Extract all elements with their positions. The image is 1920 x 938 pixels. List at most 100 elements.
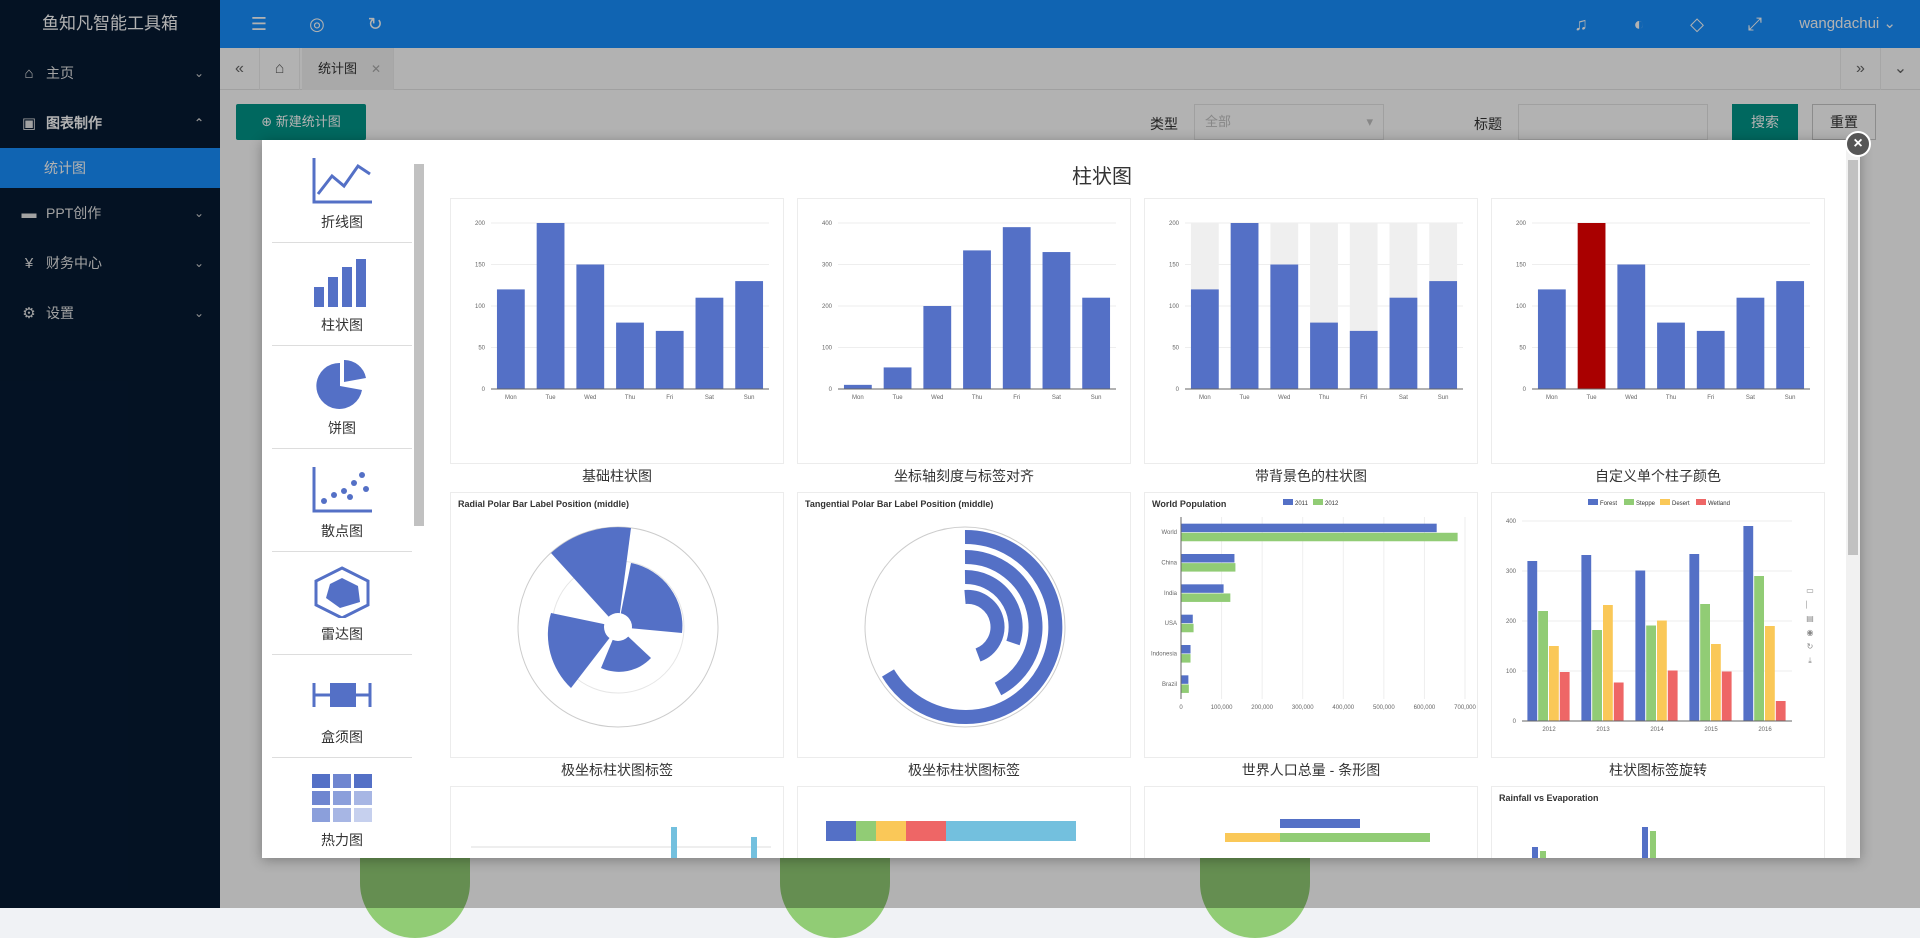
x-tick-label: 500,000 — [1373, 705, 1395, 711]
bar — [1696, 330, 1725, 389]
bar — [1181, 523, 1437, 533]
toolbox-icon: ⎸ — [1805, 600, 1814, 609]
toolbox-icon: ⤓ — [1808, 656, 1812, 665]
bell-icon[interactable]: ♫ — [1574, 14, 1588, 34]
tab-statistics[interactable]: 统计图 ✕ — [302, 48, 395, 90]
chart-type-label: 柱状图 — [321, 317, 363, 333]
plus-circle-icon: ⊕ — [261, 114, 273, 129]
bar — [1181, 623, 1194, 633]
chart-type-radar[interactable]: 雷达图 — [272, 552, 412, 655]
chart-card-radial-polar[interactable]: Radial Polar Bar Label Position (middle) — [450, 492, 784, 758]
chevron-down-icon: ⌄ — [193, 66, 204, 80]
chart-type-pie[interactable]: 饼图 — [272, 346, 412, 449]
toolbox-icon: ↻ — [1807, 642, 1814, 651]
chart-card-negative-bar[interactable] — [1144, 786, 1478, 858]
sidebar-item-ppt[interactable]: ▬ PPT创作 ⌄ — [0, 188, 220, 238]
scrollbar-thumb[interactable] — [1848, 160, 1858, 555]
close-tab-icon[interactable]: ✕ — [371, 62, 382, 76]
bar — [1181, 645, 1191, 654]
chart-type-list: 折线图 柱状图 饼图 散点图 雷达图 盒须图 热力图 — [272, 140, 412, 858]
type-select[interactable]: 全部 ▾ — [1194, 104, 1384, 140]
sidebar: 鱼知凡智能工具箱 ⌂ 主页 ⌄ ▣ 图表制作 ⌃ 统计图 ▬ PPT创作 ⌄ ¥ 财务中心 ⌄ … — [0, 0, 220, 908]
chevron-up-icon: ⌃ — [193, 116, 204, 130]
tabs-scroll-right-icon[interactable]: » — [1840, 48, 1880, 90]
chart-card-stacked-line[interactable] — [450, 786, 784, 858]
type-list-scrollbar[interactable] — [414, 154, 424, 574]
bar-chart-icon — [314, 259, 366, 307]
refresh-icon[interactable]: ↻ — [367, 14, 383, 34]
x-tick-label: Tue — [1240, 395, 1251, 401]
bar — [1592, 630, 1602, 721]
tag-icon[interactable]: ◇ — [1690, 14, 1704, 34]
sidebar-item-finance[interactable]: ¥ 财务中心 ⌄ — [0, 238, 220, 288]
home-tab-icon[interactable]: ⌂ — [260, 48, 300, 90]
x-tick-label: Sun — [1438, 395, 1449, 401]
tabs-menu-icon[interactable]: ⌄ — [1880, 48, 1920, 90]
rainfall-evaporation-preview: Rainfall vs Evaporation — [1499, 793, 1656, 858]
y-tick-label: India — [1164, 591, 1178, 597]
chart-card-basic-bar[interactable]: 0 50 100 150 200 Mon Tue Wed Thu Fri Sat Sun — [450, 198, 784, 464]
chart-card-custom-color[interactable]: 0 50 100 150 200 Mon Tue Wed Thu Fri Sat Sun — [1491, 198, 1825, 464]
bar — [883, 367, 912, 389]
x-tick-label: 2016 — [1758, 727, 1772, 733]
scrollbar-thumb[interactable] — [414, 164, 424, 526]
legend-swatch — [1696, 499, 1706, 505]
bar — [1721, 671, 1732, 721]
chart-type-scatter[interactable]: 散点图 — [272, 449, 412, 552]
world-population-bar-chart: World Population 0 100,000 200,000 300,000 40… — [1151, 499, 1477, 711]
sidebar-item-chart[interactable]: ▣ 图表制作 ⌃ — [0, 98, 220, 148]
chart-type-boxplot[interactable]: 盒须图 — [272, 655, 412, 758]
y-tick-label: China — [1161, 561, 1177, 567]
boxplot-chart-icon — [312, 683, 372, 707]
legend-swatch — [1624, 499, 1634, 505]
user-menu[interactable]: wangdachui ⌄ — [1799, 0, 1896, 48]
sidebar-item-home[interactable]: ⌂ 主页 ⌄ — [0, 48, 220, 98]
chart-card-tangential-polar[interactable]: Tangential Polar Bar Label Position (mid… — [797, 492, 1131, 758]
sidebar-item-settings[interactable]: ⚙ 设置 ⌄ — [0, 288, 220, 338]
x-tick-label: Mon — [852, 395, 864, 401]
palette-icon[interactable]: ◐ — [1633, 14, 1645, 34]
globe-icon[interactable]: ◎ — [309, 14, 325, 34]
bar — [1429, 281, 1458, 389]
bar — [1776, 281, 1805, 389]
gear-icon: ⚙ — [22, 305, 36, 322]
title-input[interactable] — [1518, 104, 1708, 140]
x-tick-label: Tue — [546, 395, 557, 401]
chart-card-stacked-bar[interactable] — [797, 786, 1131, 858]
search-button[interactable]: 搜索 — [1732, 104, 1798, 140]
chevron-down-icon: ⌄ — [1883, 15, 1896, 32]
bar — [1181, 554, 1235, 563]
y-tick-label: 0 — [1176, 387, 1180, 393]
y-tick-label: World — [1161, 530, 1177, 536]
close-modal-button[interactable]: × — [1845, 131, 1871, 157]
bar — [1230, 223, 1259, 389]
toolbox-icon: ▤ — [1806, 614, 1814, 623]
legend-swatch — [1283, 499, 1293, 505]
chart-card-background-bar[interactable]: 0 50 100 150 200 Mon Tue Wed Thu Fri Sat Sun — [1144, 198, 1478, 464]
chart-card-rainfall-evaporation[interactable]: Rainfall vs Evaporation — [1491, 786, 1825, 858]
chart-type-heatmap[interactable]: 热力图 — [272, 758, 412, 858]
modal-scrollbar[interactable] — [1846, 140, 1860, 858]
chart-card-world-population[interactable]: World Population 0 100,000 200,000 300,000 40… — [1144, 492, 1478, 758]
chart-card-tick-align[interactable]: 0 100 200 300 400 Mon Tue Wed Thu Fri Sat Sun — [797, 198, 1131, 464]
x-tick-label: Fri — [1707, 395, 1714, 401]
chart-card-label-rotation[interactable]: 0 100 200 300 400 Forest Steppe Desert Wetland 20… — [1491, 492, 1825, 758]
fullscreen-icon[interactable]: ⤢ — [1747, 14, 1763, 34]
y-tick-label: 0 — [482, 387, 486, 393]
chart-type-bar[interactable]: 柱状图 — [272, 243, 412, 346]
new-chart-button[interactable]: ⊕ 新建统计图 — [236, 104, 366, 140]
chart-type-label: 热力图 — [321, 832, 363, 848]
sidebar-subitem-statistics[interactable]: 统计图 — [0, 148, 220, 188]
bar — [496, 289, 525, 389]
image-icon: ▣ — [21, 115, 37, 132]
chart-type-label: 盒须图 — [321, 729, 363, 745]
tabs-scroll-left-icon[interactable]: « — [220, 48, 260, 90]
menu-toggle-icon[interactable]: ☰ — [250, 14, 268, 34]
bar — [1646, 625, 1656, 721]
chart-type-line[interactable]: 折线图 — [272, 140, 412, 243]
sidebar-item-label: 主页 — [46, 65, 74, 81]
tick-align-bar-chart: 0 100 200 300 400 Mon Tue Wed Thu Fri Sat Sun — [822, 221, 1116, 401]
y-tick-label: 100 — [475, 304, 486, 310]
polar-bar — [547, 613, 618, 688]
type-label: 类型 — [1150, 116, 1178, 132]
